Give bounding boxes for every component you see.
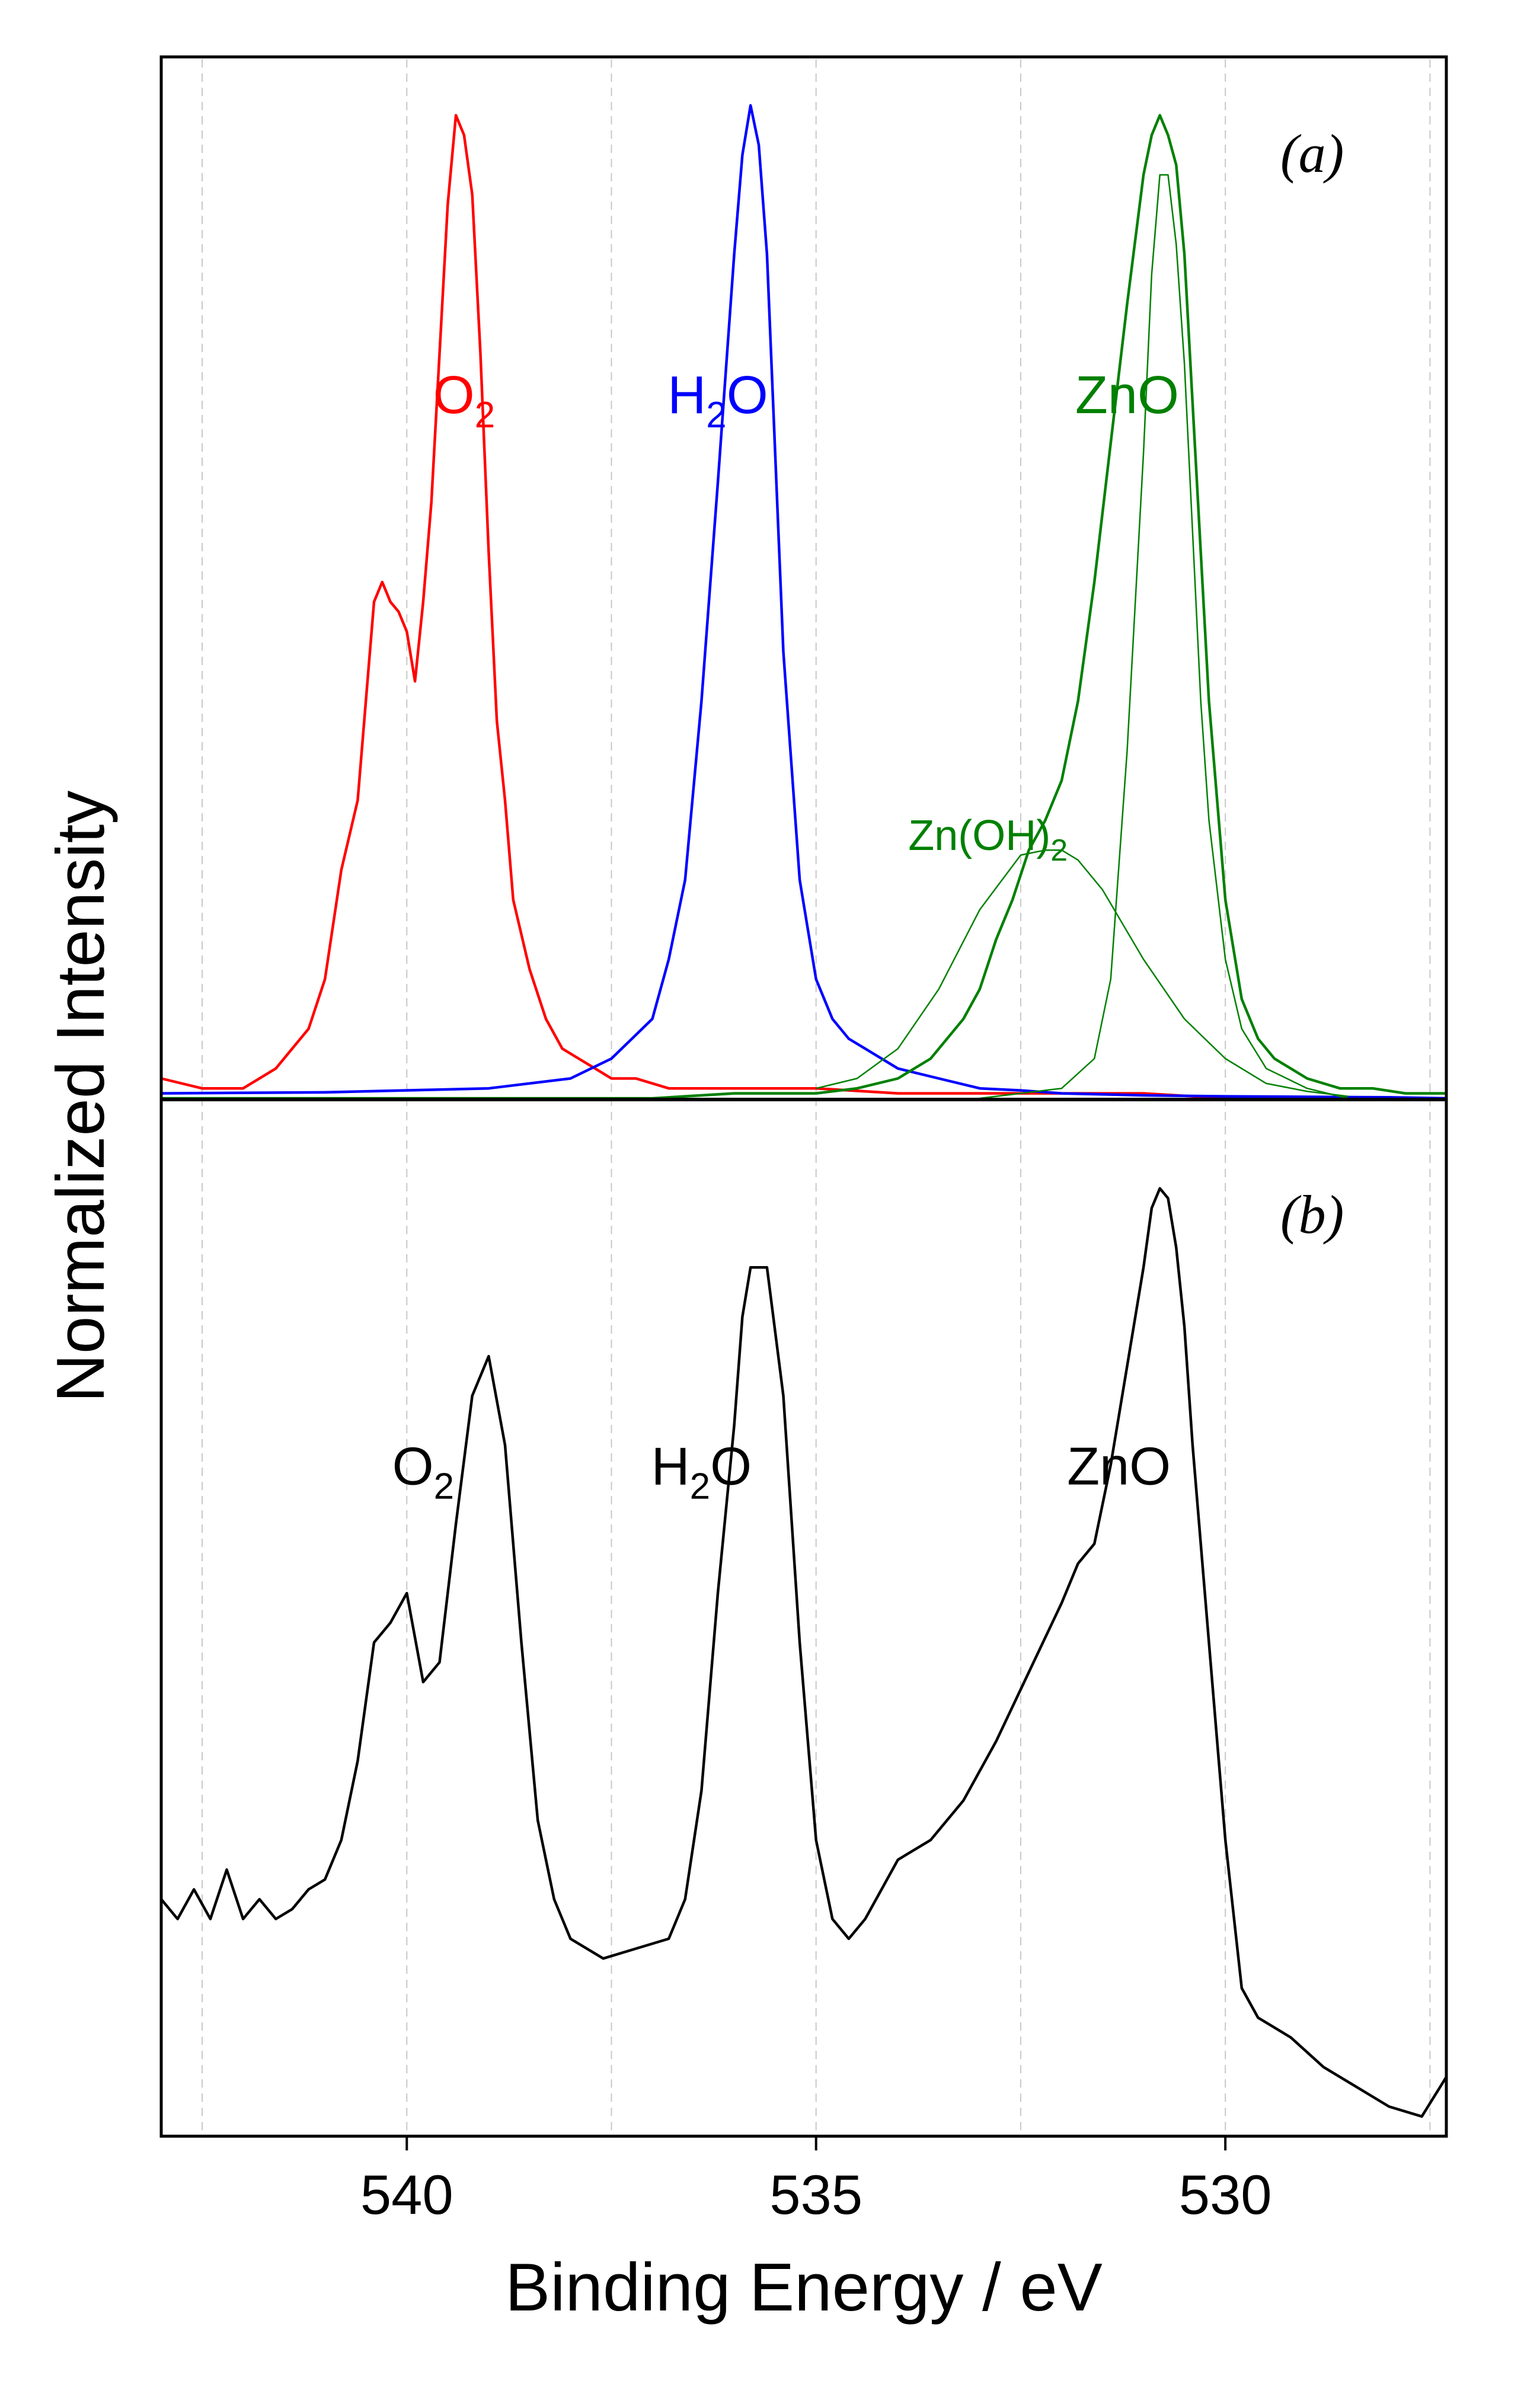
peak-label-0-3: Zn(OH)2	[908, 812, 1068, 868]
peak-label-1-2: ZnO	[1067, 1437, 1171, 1497]
x-tick-label-0: 540	[360, 2163, 453, 2226]
peak-label-0-0: O2	[433, 366, 496, 436]
series-line-0-2	[161, 114, 1446, 1100]
peak-label-0-1: H2O	[667, 366, 768, 436]
x-axis-ticks: 540 535 530	[360, 2136, 1272, 2226]
series-line-0-1	[161, 104, 1447, 1100]
x-tick-label-1: 535	[769, 2163, 862, 2226]
plot-frame	[159, 55, 1448, 2138]
panel-b: O2 H2O ZnO	[160, 1187, 1448, 2118]
peak-label-1-0: O2	[392, 1437, 455, 1507]
series-line-1-0	[160, 1187, 1448, 2118]
grid-lines	[202, 59, 1431, 2134]
x-tick-label-2: 530	[1179, 2163, 1272, 2226]
peak-label-0-2: ZnO	[1075, 366, 1179, 425]
series-line-0-4	[979, 174, 1349, 1100]
series-line-0-0	[161, 114, 1446, 1100]
panel-a: O2 H2O ZnO Zn(OH)2	[161, 104, 1447, 1100]
panel-b-tag: (b)	[1280, 1184, 1344, 1245]
series-line-0-3	[816, 849, 1349, 1097]
peak-label-1-1: H2O	[651, 1437, 752, 1507]
y-axis-title: Normalized Intensity	[43, 791, 119, 1403]
panel-a-tag: (a)	[1280, 123, 1344, 184]
x-axis-title: Binding Energy / eV	[505, 2250, 1103, 2325]
